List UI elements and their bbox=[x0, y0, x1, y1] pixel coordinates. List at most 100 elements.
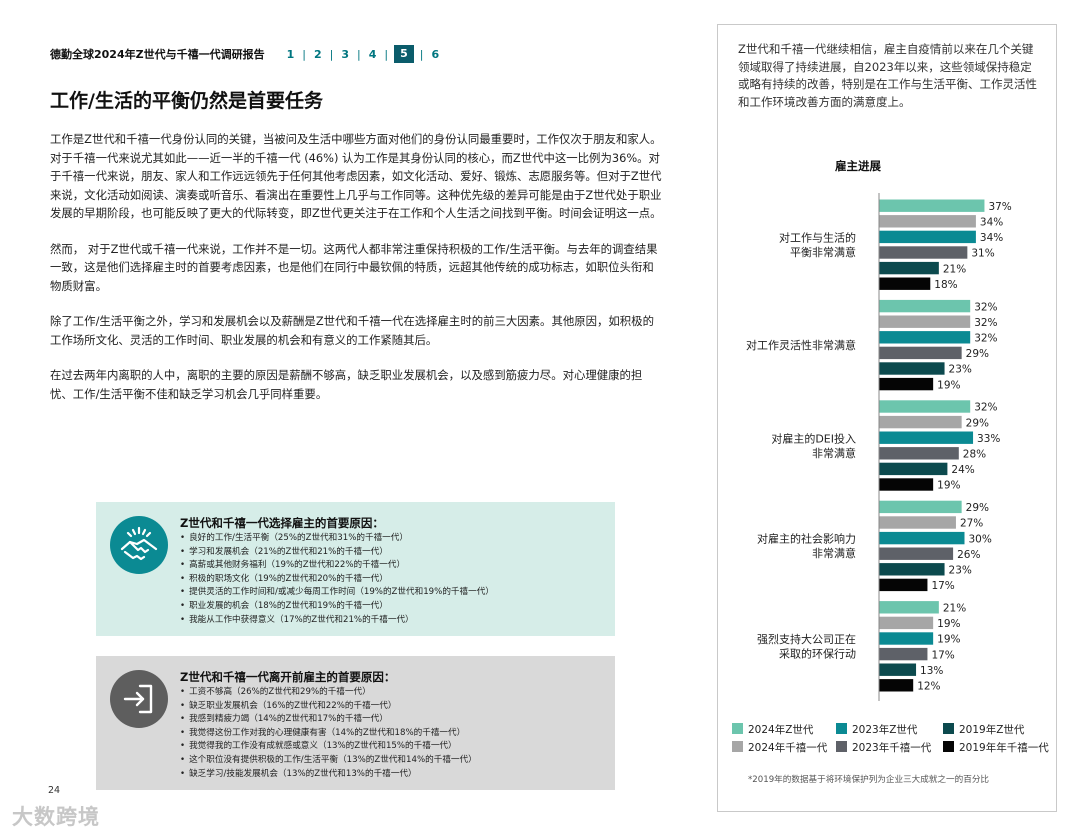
nav-page-5-active[interactable]: 5 bbox=[394, 45, 414, 63]
bar bbox=[879, 199, 985, 212]
bar bbox=[879, 478, 934, 491]
bar bbox=[879, 679, 914, 692]
data-label: 19% bbox=[937, 480, 960, 492]
legend-label: 2019年年千禧一代 bbox=[959, 741, 1049, 754]
legend-swatch bbox=[943, 741, 954, 752]
nav-page-4[interactable]: 4 bbox=[368, 47, 377, 61]
data-label: 30% bbox=[969, 533, 992, 545]
nav-separator: | bbox=[419, 47, 424, 61]
list-item: 提供灵活的工作时间和/或减少每周工作时间（19%的Z世代和19%的千禧一代） bbox=[180, 586, 494, 600]
category-label: 对工作灵活性非常满意 bbox=[746, 338, 856, 352]
data-label: 19% bbox=[937, 618, 960, 630]
legend-swatch bbox=[732, 723, 743, 734]
category-label: 非常满意 bbox=[812, 446, 856, 460]
data-label: 32% bbox=[974, 333, 997, 345]
paragraph-2: 然而， 对于Z世代或千禧一代来说，工作并不是一切。这两代人都非常注重保持积极的工… bbox=[50, 241, 658, 293]
bar bbox=[879, 230, 976, 244]
nav-page-1[interactable]: 1 bbox=[286, 47, 295, 61]
bar bbox=[879, 246, 968, 259]
bar bbox=[879, 447, 959, 460]
bar bbox=[879, 261, 939, 275]
bar bbox=[879, 531, 965, 545]
category-label: 对工作与生活的 bbox=[779, 230, 856, 244]
data-label: 29% bbox=[966, 348, 989, 360]
leave-box-title: Z世代和千禧一代离开前雇主的首要原因： bbox=[180, 670, 396, 684]
bar bbox=[879, 616, 934, 630]
list-item: 我觉得这份工作对我的心理健康有害（14%的Z世代和18%的千禧一代） bbox=[180, 727, 477, 741]
nav-separator: | bbox=[384, 47, 389, 61]
bar bbox=[879, 601, 939, 614]
list-item: 我觉得我的工作没有成就感或意义（13%的Z世代和15%的千禧一代） bbox=[180, 740, 477, 754]
choose-employer-box: Z世代和千禧一代选择雇主的首要原因： 良好的工作/生活平衡（25%的Z世代和31… bbox=[96, 502, 615, 636]
list-item: 积极的职场文化（19%的Z世代和20%的千禧一代） bbox=[180, 573, 494, 587]
data-label: 19% bbox=[937, 379, 960, 391]
data-label: 19% bbox=[937, 634, 960, 646]
list-item: 学习和发展机会（21%的Z世代和21%的千禧一代） bbox=[180, 546, 494, 560]
bar bbox=[879, 663, 917, 676]
bar bbox=[879, 415, 962, 429]
bar bbox=[879, 516, 956, 529]
category-label: 非常满意 bbox=[812, 546, 856, 560]
list-item: 职业发展的机会（18%的Z世代和19%的千禧一代） bbox=[180, 600, 494, 614]
paragraph-1: 工作是Z世代和千禧一代身份认同的关键，当被问及生活中哪些方面对他们的身份认同最重… bbox=[50, 132, 662, 220]
legend-label: 2024年千禧一代 bbox=[748, 741, 828, 754]
list-item: 这个职位没有提供积极的工作/生活平衡（13%的Z世代和14%的千禧一代） bbox=[180, 754, 477, 768]
legend-swatch bbox=[732, 741, 743, 752]
right-panel: Z世代和千禧一代继续相信，雇主自疫情前以来在几个关键领域取得了持续进展，自202… bbox=[717, 24, 1057, 812]
list-item: 缺乏职业发展机会（16%的Z世代和22%的千禧一代） bbox=[180, 700, 477, 714]
list-item: 我感到精疲力竭（14%的Z世代和17%的千禧一代） bbox=[180, 713, 477, 727]
data-label: 17% bbox=[931, 580, 954, 592]
legend-swatch bbox=[943, 723, 954, 734]
exit-door-icon bbox=[110, 670, 168, 728]
data-label: 34% bbox=[980, 232, 1003, 244]
nav-page-6[interactable]: 6 bbox=[431, 47, 440, 61]
bar bbox=[879, 431, 974, 444]
paragraph-3: 除了工作/生活平衡之外，学习和发展机会以及薪酬是Z世代和千禧一代在选择雇主时的前… bbox=[50, 314, 654, 347]
bar bbox=[879, 331, 971, 344]
category-label: 对雇主的DEI投入 bbox=[771, 431, 856, 445]
top-navigation: 德勤全球2024年Z世代与千禧一代调研报告 1 | 2 | 3 | 4 | 5 … bbox=[50, 45, 447, 63]
list-item: 工资不够高（26%的Z世代和29%的千禧一代） bbox=[180, 686, 477, 700]
legend-label: 2023年千禧一代 bbox=[852, 741, 932, 754]
nav-separator: | bbox=[302, 47, 306, 61]
data-label: 34% bbox=[980, 217, 1003, 229]
paragraph-4: 在过去两年内离职的人中，离职的主要的原因是薪酬不够高，缺乏职业发展机会，以及感到… bbox=[50, 368, 643, 401]
list-item: 缺乏学习/技能发展机会（13%的Z世代和13%的千禧一代） bbox=[180, 768, 477, 782]
category-label: 对雇主的社会影响力 bbox=[757, 532, 856, 546]
legend-label: 2023年Z世代 bbox=[852, 723, 918, 736]
data-label: 37% bbox=[988, 201, 1011, 213]
bar bbox=[879, 462, 948, 476]
bar bbox=[879, 377, 934, 391]
data-label: 29% bbox=[966, 417, 989, 429]
legend-swatch bbox=[836, 723, 847, 734]
list-item: 良好的工作/生活平衡（25%的Z世代和31%的千禧一代） bbox=[180, 532, 494, 546]
bar bbox=[879, 500, 962, 514]
data-label: 32% bbox=[974, 301, 997, 313]
watermark-logo: 大数跨境 bbox=[12, 805, 100, 829]
data-label: 24% bbox=[951, 464, 974, 476]
data-label: 21% bbox=[943, 263, 966, 275]
data-label: 32% bbox=[974, 317, 997, 329]
data-label: 29% bbox=[966, 502, 989, 514]
bar bbox=[879, 277, 931, 290]
data-label: 28% bbox=[963, 449, 986, 461]
nav-page-2[interactable]: 2 bbox=[313, 47, 322, 61]
page-number: 24 bbox=[48, 785, 61, 796]
data-label: 18% bbox=[934, 279, 957, 291]
data-label: 31% bbox=[971, 248, 994, 260]
legend-swatch bbox=[836, 741, 847, 752]
data-label: 13% bbox=[920, 665, 943, 677]
report-title: 德勤全球2024年Z世代与千禧一代调研报告 bbox=[50, 48, 265, 61]
data-label: 17% bbox=[931, 649, 954, 661]
data-label: 33% bbox=[977, 433, 1000, 445]
list-item: 我能从工作中获得意义（17%的Z世代和21%的千禧一代） bbox=[180, 614, 494, 628]
data-label: 21% bbox=[943, 603, 966, 615]
bar bbox=[879, 346, 962, 360]
nav-page-3[interactable]: 3 bbox=[341, 47, 349, 61]
handshake-icon bbox=[110, 516, 168, 574]
chart-intro: Z世代和千禧一代继续相信，雇主自疫情前以来在几个关键领域取得了持续进展，自202… bbox=[738, 42, 1037, 109]
data-label: 32% bbox=[974, 402, 997, 414]
bar bbox=[879, 315, 971, 328]
nav-separator: | bbox=[357, 47, 361, 61]
